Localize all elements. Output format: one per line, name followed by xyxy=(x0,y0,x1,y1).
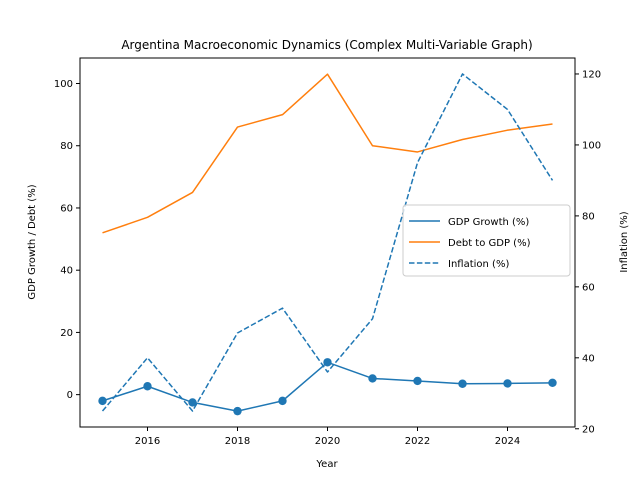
y2-axis-label: Inflation (%) xyxy=(619,211,630,272)
data-point-gdp-growth-2016 xyxy=(143,382,152,391)
x-tick-label-2018: 2018 xyxy=(225,436,250,447)
y2-tick-label-40: 40 xyxy=(582,353,595,364)
y2-tick-label-100: 100 xyxy=(582,140,601,151)
y-tick-label-80: 80 xyxy=(60,141,73,152)
y-tick-label-20: 20 xyxy=(60,328,73,339)
series-layer xyxy=(98,73,557,416)
data-point-gdp-growth-2017 xyxy=(188,398,197,407)
data-point-gdp-growth-2019 xyxy=(278,396,287,406)
data-point-gdp-growth-2021 xyxy=(368,374,377,383)
x-tick-label-2020: 2020 xyxy=(315,436,340,447)
series-line-debt-to-gdp xyxy=(102,73,553,234)
y-tick-label-100: 100 xyxy=(54,79,73,90)
y-axis-label: GDP Growth / Debt (%) xyxy=(27,184,38,299)
y2-tick-label-20: 20 xyxy=(582,424,595,435)
chart-title: Argentina Macroeconomic Dynamics (Comple… xyxy=(121,38,532,52)
y2-tick-label-80: 80 xyxy=(582,211,595,222)
legend: GDP Growth (%) Debt to GDP (%) Inflation… xyxy=(402,204,571,277)
axes-layer: 2016 2018 2020 2022 2024 0 20 40 60 80 100 20 40 60 80… xyxy=(54,57,601,447)
data-point-gdp-growth-2024 xyxy=(503,379,512,388)
data-point-gdp-growth-2020 xyxy=(323,358,332,367)
data-point-gdp-growth-2022 xyxy=(413,376,422,386)
legend-box xyxy=(402,204,571,277)
legend-label-debt-to-gdp: Debt to GDP (%) xyxy=(448,238,531,249)
y-tick-label-40: 40 xyxy=(60,266,73,277)
y-tick-label-0: 0 xyxy=(67,390,73,401)
data-point-gdp-growth-2015 xyxy=(98,396,107,406)
x-tick-label-2024: 2024 xyxy=(495,436,520,447)
x-tick-label-2016: 2016 xyxy=(135,436,160,447)
legend-label-inflation: Inflation (%) xyxy=(448,259,509,270)
y2-tick-label-60: 60 xyxy=(582,282,595,293)
y-tick-label-60: 60 xyxy=(60,203,73,214)
data-point-gdp-growth-2018 xyxy=(233,406,242,416)
y2-tick-label-120: 120 xyxy=(582,69,601,80)
data-point-gdp-growth-2023 xyxy=(458,379,467,388)
legend-label-gdp-growth: GDP Growth (%) xyxy=(448,217,529,228)
x-tick-label-2022: 2022 xyxy=(405,436,430,447)
x-axis-label: Year xyxy=(315,459,338,470)
data-point-gdp-growth-2025 xyxy=(548,378,557,388)
series-line-inflation xyxy=(101,73,554,412)
